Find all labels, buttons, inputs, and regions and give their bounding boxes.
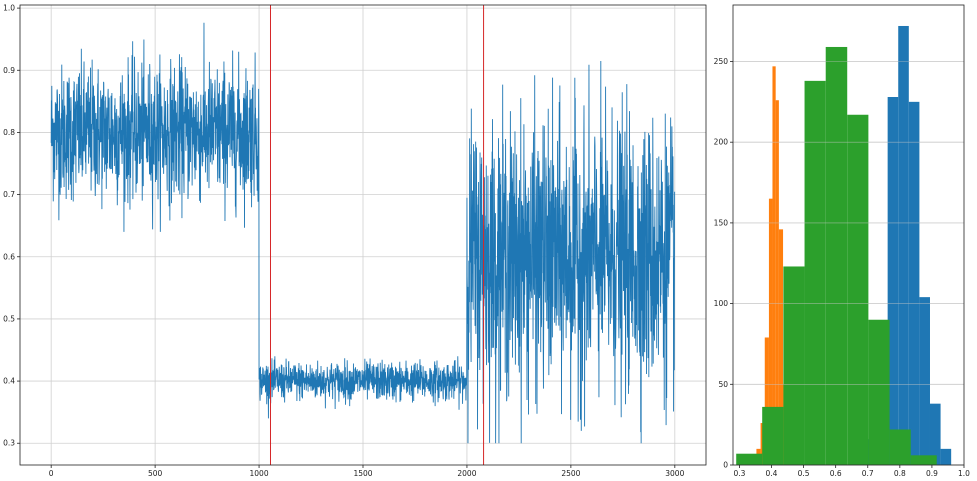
histogram-bar	[764, 337, 769, 465]
histogram-bar	[868, 319, 890, 465]
histogram-bar	[940, 448, 952, 465]
plot-frame	[732, 4, 965, 466]
x-tick-label: 0.6	[830, 469, 842, 478]
y-tick-label: 250	[714, 57, 729, 66]
histogram-bar	[898, 25, 909, 466]
y-tick-label: 0.8	[3, 128, 15, 137]
histogram-bar	[783, 266, 805, 465]
y-tick-label: 50	[718, 380, 728, 389]
series-line	[50, 22, 676, 444]
histogram-bar	[910, 455, 937, 465]
histogram-bar	[804, 80, 826, 465]
x-tick-label: 0.4	[766, 469, 778, 478]
x-tick-label: 1000	[250, 469, 269, 478]
histogram-bar	[847, 114, 869, 465]
histogram-bar	[772, 66, 776, 465]
y-tick-label: 0.4	[3, 377, 15, 386]
histogram-bar	[736, 453, 763, 465]
x-tick-label: 0	[49, 469, 54, 478]
histogram-bar	[775, 100, 779, 465]
y-tick-label: 0.5	[3, 314, 15, 323]
y-tick-label: 100	[714, 299, 729, 308]
x-tick-label: 500	[148, 469, 163, 478]
x-tick-label: 0.5	[798, 469, 810, 478]
x-tick-label: 1500	[353, 469, 372, 478]
histogram-bar	[908, 101, 920, 465]
y-tick-label: 0.9	[3, 66, 15, 75]
histogram-bar	[919, 297, 930, 465]
x-tick-label: 0.9	[926, 469, 938, 478]
histogram-bar	[929, 403, 941, 465]
plot-frame	[19, 4, 707, 466]
histogram-bar	[778, 229, 784, 465]
histogram-bar	[768, 198, 773, 465]
histogram-chart: 0 50 100 150 200 250 0.3 0.4 0.5 0.6 0.7 0.8 0.9 1.0	[714, 4, 970, 478]
x-tick-label: 0.3	[733, 469, 745, 478]
histogram-bar	[887, 97, 899, 465]
y-tick-label: 0.7	[3, 190, 15, 199]
histogram-bar	[762, 406, 784, 465]
time-series-chart: 0 500 1000 1500 2000 2500 3000 0.3 0.4 0.5 0.6 0.7 0…	[3, 4, 707, 478]
y-tick-label: 0.3	[3, 439, 15, 448]
x-tick-label: 0.8	[894, 469, 906, 478]
y-tick-label: 0	[723, 461, 728, 470]
y-tick-label: 0.6	[3, 252, 15, 261]
y-tick-label: 150	[714, 218, 729, 227]
y-tick-label: 200	[714, 138, 729, 147]
histogram-bar	[889, 429, 911, 465]
x-tick-label: 2000	[457, 469, 476, 478]
x-tick-label: 3000	[665, 469, 684, 478]
x-tick-label: 0.7	[862, 469, 874, 478]
histogram-bar	[825, 46, 848, 466]
y-tick-label: 1.0	[3, 4, 15, 13]
x-tick-label: 2500	[561, 469, 580, 478]
x-tick-label: 1.0	[958, 469, 970, 478]
